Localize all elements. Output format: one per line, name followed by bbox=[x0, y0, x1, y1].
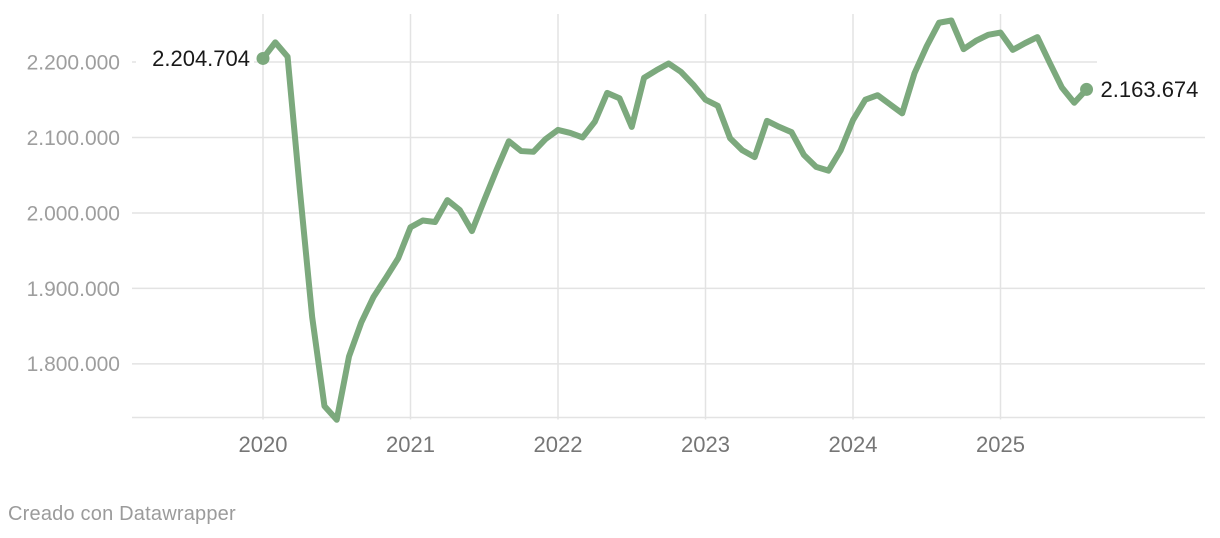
last-point-label: 2.163.674 bbox=[1101, 77, 1199, 102]
x-axis-label: 2022 bbox=[534, 432, 583, 457]
x-axis-label: 2024 bbox=[829, 432, 878, 457]
y-axis-label: 2.100.000 bbox=[27, 127, 120, 150]
last-label-halo bbox=[1097, 56, 1220, 106]
last-point-dot bbox=[1080, 82, 1094, 96]
first-point-dot bbox=[256, 51, 270, 65]
y-axis-label: 1.900.000 bbox=[27, 278, 120, 301]
x-axis-label: 2023 bbox=[681, 432, 730, 457]
first-point-label: 2.204.704 bbox=[152, 46, 250, 71]
y-axis-label: 1.800.000 bbox=[27, 353, 120, 376]
x-axis-label: 2020 bbox=[239, 432, 288, 457]
y-axis-label: 2.000.000 bbox=[27, 202, 120, 225]
series-line bbox=[260, 17, 1090, 423]
attribution-credit: Creado con Datawrapper bbox=[8, 503, 236, 525]
x-axis-label: 2021 bbox=[386, 432, 435, 457]
x-axis-label: 2025 bbox=[976, 432, 1025, 457]
y-axis-label: 2.200.000 bbox=[27, 51, 120, 74]
line-chart-canvas: 2.200.000 2.100.000 2.000.000 1.900.000 1.80… bbox=[26, 14, 1220, 457]
first-label-halo bbox=[136, 45, 254, 75]
